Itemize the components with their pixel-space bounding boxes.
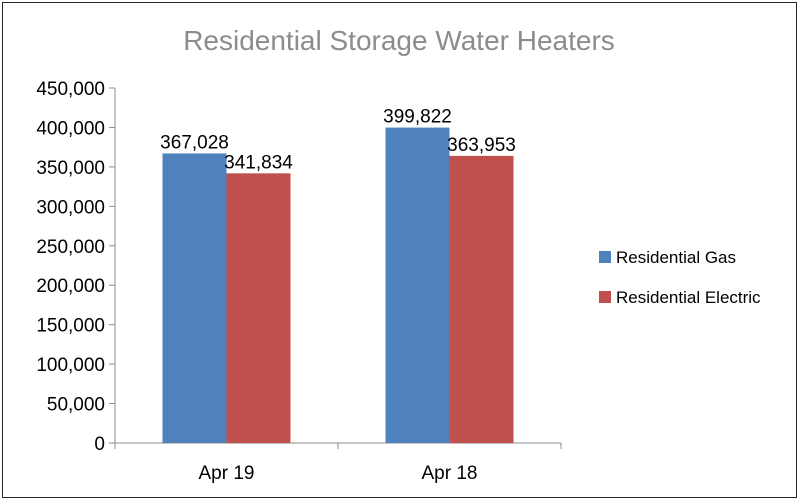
bars xyxy=(162,127,514,444)
data-label: 363,953 xyxy=(447,135,516,156)
data-label: 367,028 xyxy=(160,132,229,153)
data-label: 399,822 xyxy=(383,107,452,128)
chart-title: Residential Storage Water Heaters xyxy=(183,25,615,56)
axes: 0 50,000 100,000 150,000 200,000 250,000 300,0… xyxy=(36,79,562,484)
legend-label: Residential Electric xyxy=(616,288,761,307)
legend-swatch xyxy=(599,251,611,263)
y-tick-label: 0 xyxy=(94,434,105,455)
legend: Residential Gas Residential Electric xyxy=(599,248,761,307)
legend-swatch xyxy=(599,291,611,303)
data-label: 341,834 xyxy=(224,152,293,173)
bar xyxy=(385,127,450,443)
bar-chart: Residential Storage Water Heaters 0 50,00… xyxy=(36,25,761,484)
bar xyxy=(449,155,514,443)
y-tick-label: 100,000 xyxy=(36,355,105,376)
y-tick-label: 50,000 xyxy=(47,395,105,416)
y-tick-label: 350,000 xyxy=(36,158,105,179)
y-tick-label: 450,000 xyxy=(36,79,105,100)
y-tick-label: 250,000 xyxy=(36,237,105,258)
y-tick-label: 150,000 xyxy=(36,316,105,337)
y-tick-label: 300,000 xyxy=(36,197,105,218)
legend-label: Residential Gas xyxy=(616,248,736,267)
x-tick-label: Apr 19 xyxy=(199,463,255,484)
y-tick-label: 400,000 xyxy=(36,118,105,139)
bar xyxy=(162,153,227,443)
bar xyxy=(226,173,291,444)
y-tick-label: 200,000 xyxy=(36,276,105,297)
x-tick-label: Apr 18 xyxy=(422,463,478,484)
